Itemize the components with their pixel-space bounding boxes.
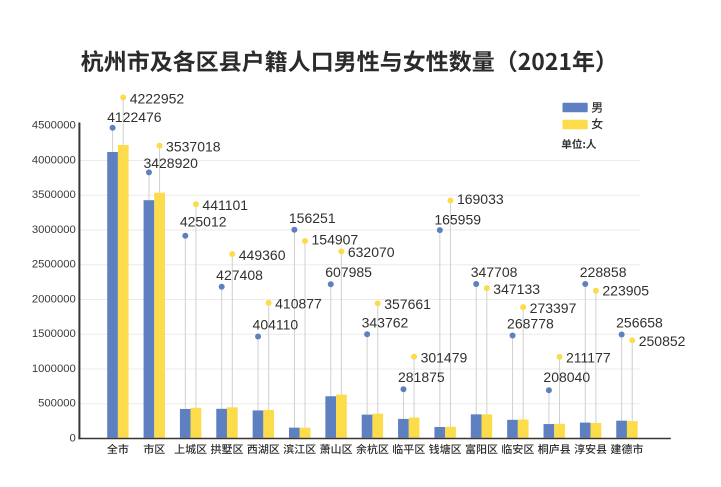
svg-text:427408: 427408	[216, 267, 263, 283]
svg-text:425012: 425012	[180, 213, 227, 229]
svg-text:268778: 268778	[507, 316, 554, 332]
svg-text:441101: 441101	[202, 197, 248, 213]
svg-text:154907: 154907	[312, 232, 359, 248]
svg-text:228858: 228858	[580, 264, 627, 280]
svg-text:3500000: 3500000	[32, 189, 76, 201]
svg-text:2000000: 2000000	[32, 293, 76, 305]
svg-text:632070: 632070	[348, 244, 395, 260]
svg-text:3000000: 3000000	[32, 224, 76, 236]
svg-text:3537018: 3537018	[166, 139, 221, 155]
svg-text:2500000: 2500000	[32, 259, 76, 271]
svg-text:301479: 301479	[421, 349, 468, 365]
svg-text:256658: 256658	[616, 315, 663, 331]
svg-text:281875: 281875	[398, 369, 445, 385]
svg-text:169033: 169033	[457, 191, 504, 207]
svg-text:0: 0	[70, 432, 76, 444]
svg-text:208040: 208040	[543, 369, 590, 385]
svg-text:250852: 250852	[639, 333, 686, 349]
svg-text:357661: 357661	[384, 296, 431, 312]
svg-text:4000000: 4000000	[32, 154, 76, 166]
svg-text:410877: 410877	[275, 296, 322, 312]
svg-text:223905: 223905	[602, 283, 649, 299]
svg-text:156251: 156251	[289, 210, 336, 226]
svg-text:500000: 500000	[38, 398, 76, 410]
svg-text:4222952: 4222952	[130, 90, 185, 106]
svg-text:273397: 273397	[530, 300, 577, 316]
svg-text:343762: 343762	[362, 314, 409, 330]
svg-text:4500000: 4500000	[32, 120, 76, 132]
svg-text:347708: 347708	[471, 264, 518, 280]
svg-text:1000000: 1000000	[32, 363, 76, 375]
svg-text:347133: 347133	[493, 281, 540, 297]
svg-text:404110: 404110	[253, 317, 299, 333]
svg-text:1500000: 1500000	[32, 328, 76, 340]
svg-text:165959: 165959	[434, 212, 481, 228]
svg-text:3428920: 3428920	[143, 155, 198, 171]
svg-text:449360: 449360	[239, 247, 286, 263]
svg-text:4122476: 4122476	[107, 109, 162, 125]
svg-text:211177: 211177	[566, 350, 611, 366]
svg-text:607985: 607985	[325, 264, 372, 280]
